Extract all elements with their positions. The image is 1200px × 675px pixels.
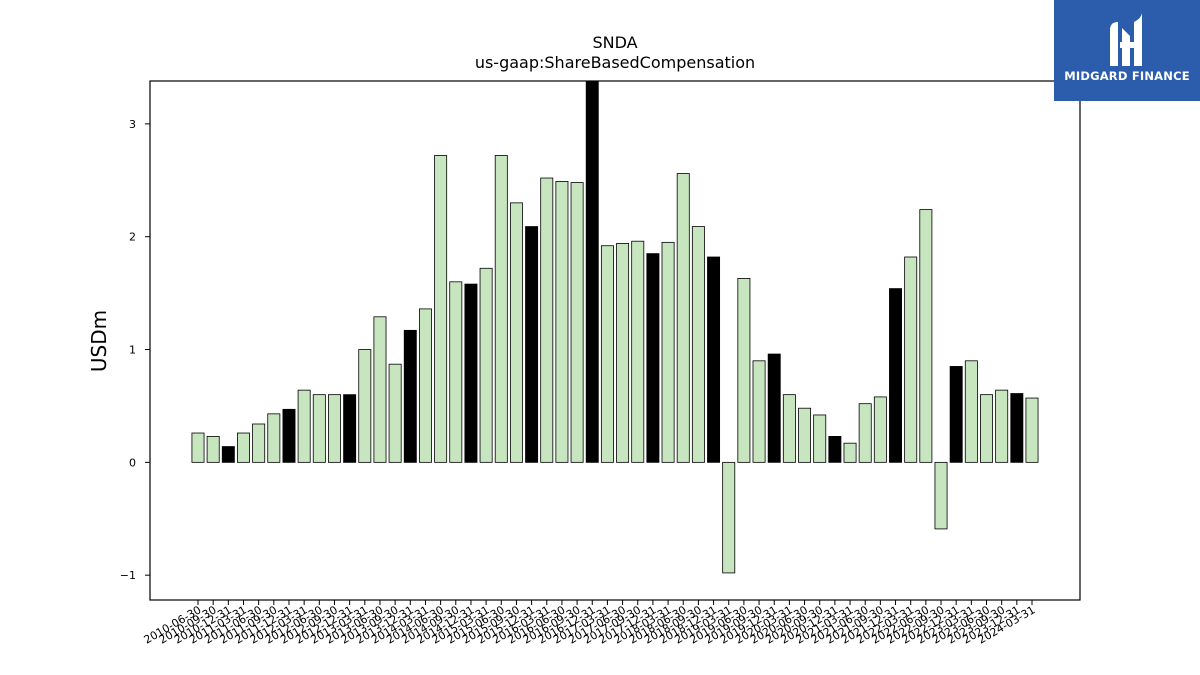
y-tick-label: 1 [129, 344, 136, 357]
bar-2012-03-31 [297, 389, 311, 463]
bar-2015-12-31 [525, 226, 539, 463]
bar-2023-12-31 [1010, 393, 1024, 463]
bar-2012-12-31 [343, 394, 357, 463]
bar-2017-03-31 [600, 245, 614, 463]
brand-name: MIDGARD FINANCE [1064, 69, 1190, 83]
bar-2023-06-30 [980, 394, 993, 463]
bar-2015-06-30 [494, 155, 508, 463]
bar-2014-03-31 [418, 308, 432, 463]
bar-2014-06-30 [434, 155, 448, 463]
x-axis: 2010-06-302010-09-302010-12-312011-03-31… [142, 600, 1038, 647]
plot-frame [149, 80, 1081, 601]
bar-2019-06-30 [737, 278, 751, 463]
bar-2019-12-31 [767, 353, 781, 463]
bar-2018-06-30 [676, 173, 690, 463]
y-axis: −1 0 1 2 3 [120, 118, 150, 582]
bar-2017-12-31 [646, 253, 660, 463]
bar-2018-12-31 [707, 256, 721, 463]
bar-2011-09-30 [267, 413, 281, 463]
bar-2014-12-31 [464, 283, 478, 463]
bar-2021-09-30 [873, 396, 887, 463]
bar-2012-06-30 [312, 394, 326, 463]
bar-2020-06-30 [798, 407, 812, 463]
bar-2022-06-30 [919, 209, 933, 463]
bar-2013-06-30 [373, 316, 387, 463]
bar-2013-09-30 [388, 363, 402, 463]
bar-2010-06-30 [191, 432, 205, 463]
bar-2011-12-31 [282, 408, 296, 463]
brand-logo: MIDGARD FINANCE [1054, 0, 1200, 101]
bar-2016-12-31 [585, 81, 599, 463]
bar-2023-03-31 [964, 360, 978, 463]
bar-2013-12-31 [403, 329, 417, 463]
bar-2014-09-30 [449, 281, 463, 463]
bar-2020-09-30 [813, 414, 827, 463]
bar-2020-03-31 [782, 394, 796, 463]
y-tick-label: 3 [129, 118, 136, 131]
chart-subtitle: us-gaap:ShareBasedCompensation [475, 53, 755, 72]
bar-2016-03-31 [540, 177, 554, 463]
bar-2021-12-31 [889, 288, 902, 463]
bar-2023-09-30 [995, 389, 1009, 463]
bar-2021-03-31 [843, 442, 857, 463]
y-axis-label: USDm [87, 310, 111, 372]
bar-2019-03-31 [722, 461, 736, 574]
y-tick-label: 2 [129, 231, 136, 244]
bar-2019-09-30 [752, 360, 766, 463]
midgard-logo-icon [1110, 12, 1142, 66]
bar-2018-09-30 [691, 226, 705, 463]
bars-group [191, 81, 1039, 574]
bar-2022-03-31 [904, 256, 918, 463]
chart-title: SNDA [592, 33, 637, 52]
bar-2011-06-30 [252, 423, 266, 463]
bar-2012-09-30 [328, 394, 341, 463]
bar-2015-09-30 [509, 202, 523, 463]
bar-2011-03-31 [237, 432, 250, 463]
bar-2017-06-30 [616, 243, 630, 463]
bar-2016-06-30 [555, 181, 569, 463]
bar-2017-09-30 [631, 240, 645, 463]
bar-2016-09-30 [570, 182, 584, 463]
y-tick-label: −1 [120, 569, 136, 582]
y-tick-label: 0 [129, 456, 136, 469]
bar-2022-12-31 [949, 366, 963, 463]
bar-2024-03-31 [1025, 397, 1039, 463]
bar-2013-03-31 [358, 349, 372, 463]
bar-2018-03-31 [661, 241, 675, 463]
bar-2022-09-30 [934, 461, 948, 530]
bar-2021-06-30 [858, 403, 872, 463]
bar-2015-03-31 [479, 267, 493, 463]
bar-2010-12-31 [221, 446, 235, 463]
bar-2020-12-31 [828, 435, 842, 463]
bar-2010-09-30 [206, 435, 220, 463]
